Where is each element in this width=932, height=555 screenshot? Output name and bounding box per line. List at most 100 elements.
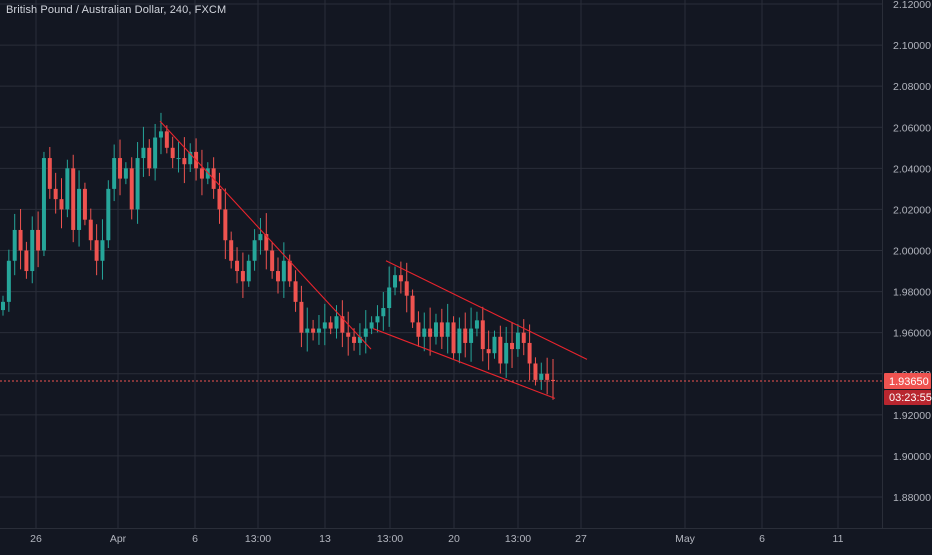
countdown-badge: 03:23:55 (884, 390, 932, 405)
candle (176, 142, 181, 173)
candle (158, 112, 163, 155)
candle (240, 252, 245, 298)
price-tick-label: 2.02000 (893, 204, 931, 216)
candle (153, 123, 158, 181)
candle (416, 311, 421, 347)
candle (293, 270, 298, 312)
candle (123, 162, 128, 185)
time-tick-label: 27 (575, 533, 587, 545)
candle (217, 172, 222, 224)
candle (88, 208, 93, 251)
candle (223, 188, 228, 260)
countdown-label: 03:23:55 (889, 392, 932, 404)
grid-layer (0, 0, 882, 528)
candle (316, 315, 321, 345)
candle (129, 157, 134, 220)
candle (369, 316, 374, 335)
trendline[interactable] (159, 120, 372, 350)
candle (135, 142, 140, 224)
candle (71, 154, 76, 243)
candle (352, 328, 357, 351)
candle (299, 285, 304, 348)
candle (551, 358, 555, 400)
candle (393, 266, 398, 296)
candle (141, 126, 146, 177)
candle (270, 241, 275, 279)
candle (428, 307, 433, 356)
candle (59, 178, 64, 229)
candle (47, 146, 52, 199)
candle (112, 144, 117, 202)
price-tick-label: 1.88000 (893, 492, 931, 504)
candle (433, 313, 438, 345)
time-tick-label: 6 (192, 533, 198, 545)
candle (100, 219, 105, 280)
candle (1, 295, 5, 316)
trendline[interactable] (372, 328, 556, 399)
candle (246, 254, 251, 287)
candle (287, 254, 292, 287)
trendline[interactable] (385, 260, 588, 360)
candle (276, 257, 280, 294)
time-tick-label: 13:00 (505, 533, 531, 545)
candle (398, 261, 403, 294)
candle (18, 209, 23, 270)
time-tick-label: 26 (30, 533, 42, 545)
candle (106, 180, 111, 248)
time-axis[interactable]: 26 Apr 6 13:00 13 13:00 20 13:00 27 May 6 11 (0, 528, 932, 546)
price-tick-label: 1.98000 (893, 287, 931, 299)
chart-title: British Pound / Australian Dollar, 240, … (6, 4, 227, 16)
time-tick-label: 11 (833, 533, 844, 545)
candle (199, 149, 204, 196)
candle (41, 151, 46, 257)
candle (445, 303, 450, 354)
candle (328, 316, 333, 335)
candle (235, 247, 240, 284)
candle (229, 231, 234, 269)
last-price-badge: 1.93650 (884, 373, 931, 389)
candle (469, 307, 474, 362)
candle (311, 319, 316, 341)
candle (147, 139, 152, 177)
candle (182, 137, 187, 184)
time-tick-label: 13 (319, 533, 331, 545)
candle (539, 362, 544, 390)
price-tick-label: 2.12000 (893, 0, 931, 11)
candle (486, 330, 491, 370)
candle (451, 316, 456, 359)
candle (363, 310, 368, 354)
candle (357, 323, 362, 356)
candle (533, 357, 538, 386)
price-tick-label: 2.08000 (893, 81, 931, 93)
candle (480, 306, 485, 362)
candle (188, 143, 193, 172)
candle (545, 357, 550, 395)
candle (24, 241, 29, 279)
candle (94, 224, 99, 276)
price-tick-label: 1.96000 (893, 328, 931, 340)
candle (170, 136, 175, 169)
candle (463, 312, 468, 358)
candle (77, 170, 82, 247)
candle (521, 319, 526, 356)
candle (12, 213, 17, 276)
last-price-label: 1.93650 (889, 376, 929, 388)
candle (498, 325, 503, 374)
candle (340, 300, 345, 348)
candle (510, 321, 515, 368)
price-tick-label: 1.90000 (893, 451, 931, 463)
time-tick-label: Apr (110, 533, 127, 545)
candle (381, 291, 386, 331)
price-tick-label: 2.06000 (893, 122, 931, 134)
price-tick-label: 2.04000 (893, 163, 931, 175)
price-tick-label: 2.00000 (893, 246, 931, 258)
candle (527, 324, 532, 381)
candle (346, 311, 351, 356)
candle (422, 312, 427, 352)
candle (258, 218, 263, 255)
candle (30, 216, 35, 284)
candle (36, 211, 41, 268)
time-tick-label: 20 (448, 533, 460, 545)
